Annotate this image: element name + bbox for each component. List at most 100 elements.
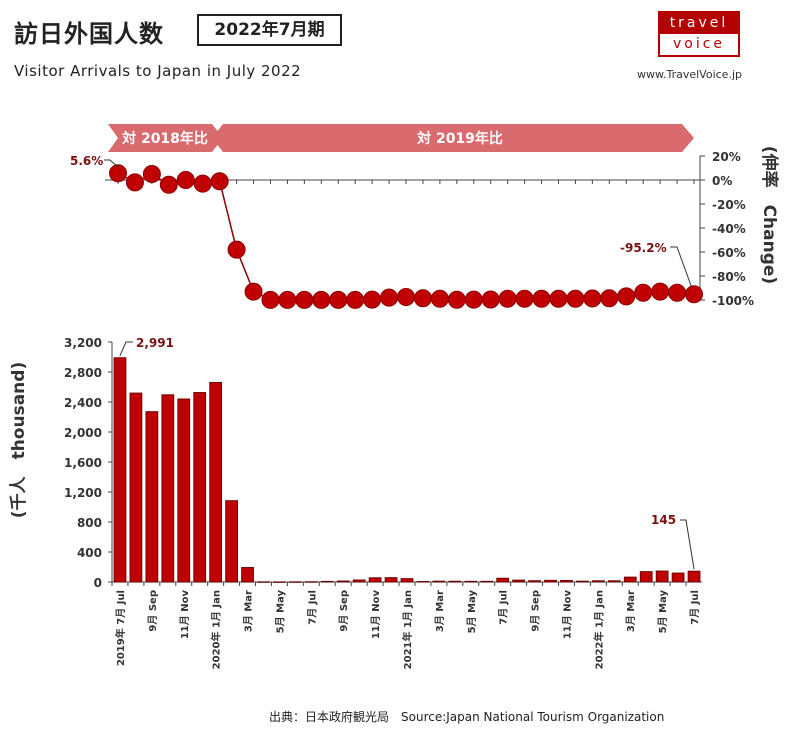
logo-url: www.TravelVoice.jp <box>637 68 742 81</box>
line-point <box>329 290 348 309</box>
line-point <box>600 289 619 308</box>
bar <box>544 579 557 583</box>
bar-xtick-label: 9月 Sep <box>530 590 542 632</box>
line-ytick-label: -20% <box>712 198 746 212</box>
bar <box>225 500 238 583</box>
bar-xtick-label: 7月 Jul <box>306 590 318 625</box>
line-point <box>397 288 415 306</box>
line-point <box>159 175 178 194</box>
bar <box>384 577 398 583</box>
bar <box>368 577 382 583</box>
bar-xtick-label: 2019年 7月 Jul <box>114 590 127 666</box>
bar <box>496 577 510 583</box>
bar <box>576 580 589 583</box>
bar-xtick-label: 9月 Sep <box>338 590 350 632</box>
bar-ytick-label: 400 <box>77 546 102 560</box>
line-point <box>583 289 602 308</box>
title-jp: 訪日外国人数 <box>14 20 164 48</box>
line-point <box>244 282 263 301</box>
bar <box>241 567 254 583</box>
line-point <box>312 290 331 309</box>
bar-xtick-label: 11月 Nov <box>370 590 382 640</box>
line-annotation-first: 5.6% <box>70 154 103 168</box>
line-point <box>295 290 314 309</box>
bar-xtick-label: 11月 Nov <box>179 590 191 640</box>
bar-annotation-last: 145 <box>651 513 676 527</box>
bar-xtick-label: 7月 Jul <box>498 590 510 625</box>
bar-xtick-label: 9月 Sep <box>147 590 159 632</box>
line-point <box>142 165 161 183</box>
bar-xtick-label: 5月 May <box>466 590 478 634</box>
bar <box>273 581 286 583</box>
bar-xtick-label: 3月 Mar <box>625 590 637 632</box>
bar <box>209 382 223 583</box>
bar <box>304 581 318 583</box>
line-point <box>227 240 246 259</box>
bar <box>113 357 127 583</box>
line-point <box>346 290 365 309</box>
line-annotation-leader <box>670 246 693 289</box>
bar-ytick-label: 3,200 <box>64 336 102 350</box>
bar <box>687 570 701 583</box>
bar-xtick-label: 3月 Mar <box>243 590 255 632</box>
line-point <box>210 172 229 191</box>
bar <box>352 579 366 583</box>
line-annotation-leader <box>104 159 119 168</box>
bar-ytick-label: 800 <box>77 516 102 530</box>
banner-2018-label: 対 2018年比 <box>121 130 208 147</box>
chart-canvas: 対 2018年比 対 2019年比 20% 0% -20% -40% -60% -80% -10… <box>9 124 780 669</box>
line-ytick-label: -100% <box>712 294 754 308</box>
bar <box>655 570 669 583</box>
bar <box>607 580 621 583</box>
line-point <box>278 290 297 309</box>
line-point <box>498 289 517 308</box>
line-annotation-last: -95.2% <box>620 241 667 255</box>
bar <box>320 580 334 583</box>
line-point <box>617 287 636 306</box>
bar-ytick-label: 1,600 <box>64 456 102 470</box>
line-point <box>430 289 449 308</box>
line-ytick-label: 0% <box>712 174 732 188</box>
bar-xtick-label: 5月 May <box>657 590 669 634</box>
bar <box>432 580 446 583</box>
logo-top-text: travel <box>660 13 738 34</box>
line-point <box>651 282 670 301</box>
line-point <box>193 174 212 193</box>
bar <box>145 411 159 583</box>
line-ytick-label: -40% <box>712 222 746 236</box>
bar <box>671 572 685 583</box>
bar-xtick-label: 2022年 1月 Jan <box>592 590 605 669</box>
bar-xtick-label: 5月 May <box>274 590 286 634</box>
bar-ytick-label: 2,400 <box>64 396 102 410</box>
banner-2018 <box>108 124 223 152</box>
bar <box>129 392 143 583</box>
title-en: Visitor Arrivals to Japan in July 2022 <box>14 62 302 80</box>
line-point <box>363 290 382 309</box>
line-point <box>380 288 399 307</box>
line-point <box>532 289 551 308</box>
banner-2019-label: 対 2019年比 <box>416 130 503 147</box>
bar-annotation-leader <box>119 341 133 356</box>
bar-ytick-label: 1,200 <box>64 486 102 500</box>
bar <box>400 578 414 583</box>
bar <box>639 571 653 583</box>
bar-xtick-label: 3月 Mar <box>434 590 446 632</box>
bar-annotation-first: 2,991 <box>136 336 174 350</box>
line-ytick-label: -80% <box>712 270 746 284</box>
line-point <box>125 173 144 192</box>
line-point <box>261 290 280 309</box>
line-point <box>176 171 195 189</box>
bar-annotation-leader <box>680 519 695 570</box>
travelvoice-logo: travel voice <box>658 11 740 57</box>
bar <box>448 580 462 583</box>
source-note: 出典：日本政府観光局 Source:Japan National Tourism… <box>269 710 665 724</box>
line-point <box>634 283 653 302</box>
bar <box>591 580 605 583</box>
bar <box>257 581 270 583</box>
line-point <box>464 290 483 309</box>
bar-ylabel: (千人 thousand) <box>9 362 29 518</box>
bar <box>480 580 494 583</box>
line-point <box>515 289 534 308</box>
line-point <box>447 290 466 309</box>
line-ytick-label: -60% <box>712 246 746 260</box>
